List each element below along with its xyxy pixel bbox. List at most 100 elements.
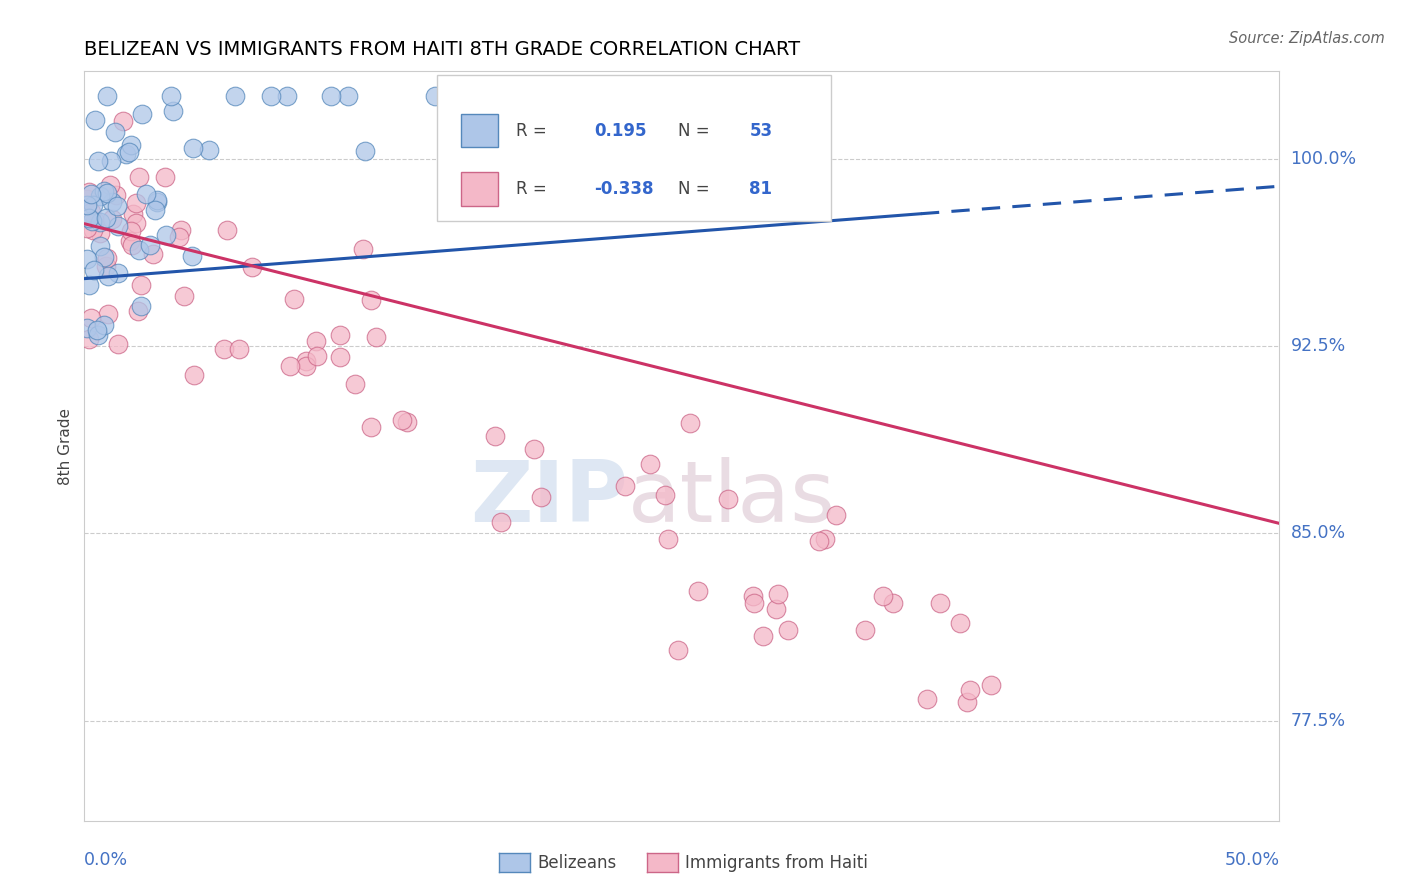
Point	[96, 186, 118, 201]
Point	[283, 292, 305, 306]
Point	[129, 277, 152, 292]
Text: 81: 81	[749, 180, 772, 198]
Point	[360, 420, 382, 434]
Point	[153, 169, 176, 184]
Point	[125, 216, 148, 230]
Point	[814, 532, 837, 546]
Point	[97, 268, 120, 283]
Point	[76, 252, 98, 267]
Point	[360, 293, 382, 307]
Point	[155, 227, 177, 242]
Point	[121, 238, 143, 252]
Point	[169, 223, 191, 237]
Point	[654, 488, 676, 502]
Point	[93, 318, 115, 333]
Point	[741, 589, 763, 603]
Point	[183, 368, 205, 382]
Point	[260, 89, 283, 103]
Point	[657, 532, 679, 546]
Point	[89, 226, 111, 240]
Text: 53: 53	[749, 121, 772, 140]
Point	[76, 321, 98, 335]
Text: 77.5%: 77.5%	[1291, 712, 1346, 730]
Point	[107, 266, 129, 280]
Text: 50.0%: 50.0%	[1225, 851, 1279, 869]
Point	[395, 415, 418, 429]
Point	[80, 186, 103, 201]
Text: ZIP: ZIP	[471, 457, 628, 540]
Point	[122, 207, 145, 221]
Point	[181, 141, 204, 155]
Point	[104, 125, 127, 139]
Point	[956, 695, 979, 709]
Point	[959, 682, 981, 697]
Point	[86, 323, 108, 337]
Text: N =: N =	[678, 180, 714, 198]
Point	[228, 343, 250, 357]
Point	[489, 516, 512, 530]
Point	[162, 103, 184, 118]
Point	[83, 112, 105, 127]
Point	[391, 413, 413, 427]
Point	[638, 457, 661, 471]
Point	[294, 354, 316, 368]
Point	[686, 584, 709, 599]
Point	[744, 596, 766, 610]
Point	[343, 376, 366, 391]
Point	[82, 197, 104, 211]
Point	[87, 153, 110, 168]
Point	[79, 332, 101, 346]
Point	[107, 337, 129, 351]
Point	[89, 215, 111, 229]
Point	[97, 307, 120, 321]
Point	[93, 184, 115, 198]
Point	[366, 329, 388, 343]
Point	[354, 144, 377, 158]
Text: 100.0%: 100.0%	[1291, 150, 1357, 168]
Point	[173, 289, 195, 303]
Point	[101, 195, 124, 210]
Point	[82, 214, 104, 228]
Point	[146, 194, 169, 209]
Point	[89, 238, 111, 252]
Point	[135, 187, 157, 202]
Point	[484, 428, 506, 442]
Point	[125, 196, 148, 211]
Point	[198, 143, 221, 157]
Point	[825, 508, 848, 523]
Point	[307, 349, 329, 363]
Text: R =: R =	[516, 180, 553, 198]
Text: 92.5%: 92.5%	[1291, 337, 1346, 355]
Point	[666, 643, 689, 657]
Point	[523, 442, 546, 457]
Point	[76, 198, 98, 212]
Point	[872, 590, 894, 604]
Point	[129, 299, 152, 313]
Point	[678, 416, 700, 430]
Point	[79, 310, 101, 325]
Point	[76, 221, 98, 235]
Point	[145, 193, 167, 207]
Point	[319, 89, 342, 103]
Point	[128, 243, 150, 257]
Point	[96, 89, 118, 103]
FancyBboxPatch shape	[461, 114, 499, 147]
Point	[329, 328, 352, 343]
Point	[100, 153, 122, 168]
Text: 0.0%: 0.0%	[84, 851, 128, 869]
Point	[131, 107, 153, 121]
Point	[337, 89, 360, 103]
FancyBboxPatch shape	[437, 75, 831, 221]
Point	[882, 596, 904, 610]
Point	[766, 587, 789, 601]
Point	[84, 214, 107, 228]
Point	[167, 230, 190, 244]
Point	[79, 211, 101, 225]
Point	[224, 89, 246, 103]
Point	[278, 359, 301, 374]
FancyBboxPatch shape	[461, 172, 499, 206]
Point	[530, 490, 553, 504]
Point	[83, 263, 105, 277]
Point	[79, 204, 101, 219]
Point	[112, 114, 135, 128]
